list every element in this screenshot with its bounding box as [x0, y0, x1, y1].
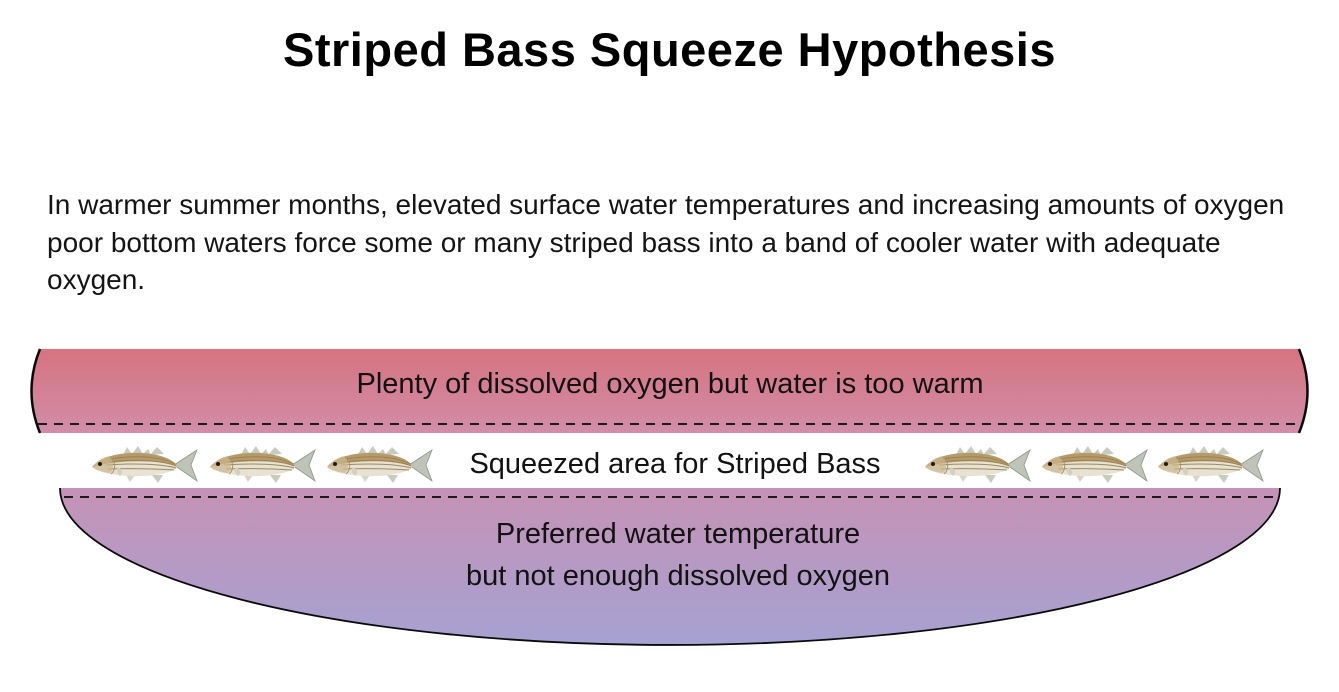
surface-layer-shape	[31, 349, 1308, 433]
striped-bass-icon	[1041, 445, 1148, 484]
deep-layer-label-line2: but not enough dissolved oxygen	[466, 560, 890, 592]
surface-layer-label: Plenty of dissolved oxygen but water is …	[356, 368, 983, 400]
deep-layer-label-line1: Preferred water temperature	[496, 518, 860, 550]
surface-layer-band: Plenty of dissolved oxygen but water is …	[30, 348, 1309, 434]
surface-right-edge	[1297, 348, 1309, 434]
striped-bass-icon	[91, 445, 198, 484]
striped-bass-icon	[924, 445, 1031, 484]
striped-bass-icon	[209, 445, 316, 484]
surface-left-edge	[30, 348, 42, 434]
squeeze-diagram: Plenty of dissolved oxygen but water is …	[30, 348, 1309, 646]
striped-bass-icon	[1157, 445, 1264, 484]
deep-bottom-curve	[59, 487, 1281, 646]
squeeze-layer-band: Squeezed area for Striped Bass	[91, 445, 1264, 484]
deep-layer-bowl: Preferred water temperature but not enou…	[59, 487, 1281, 646]
squeeze-layer-label: Squeezed area for Striped Bass	[469, 448, 880, 480]
deep-layer-shape	[60, 488, 1280, 645]
page-title: Striped Bass Squeeze Hypothesis	[283, 23, 1056, 76]
striped-bass-icon	[326, 445, 433, 484]
intro-text: In warmer summer months, elevated surfac…	[47, 189, 1285, 295]
